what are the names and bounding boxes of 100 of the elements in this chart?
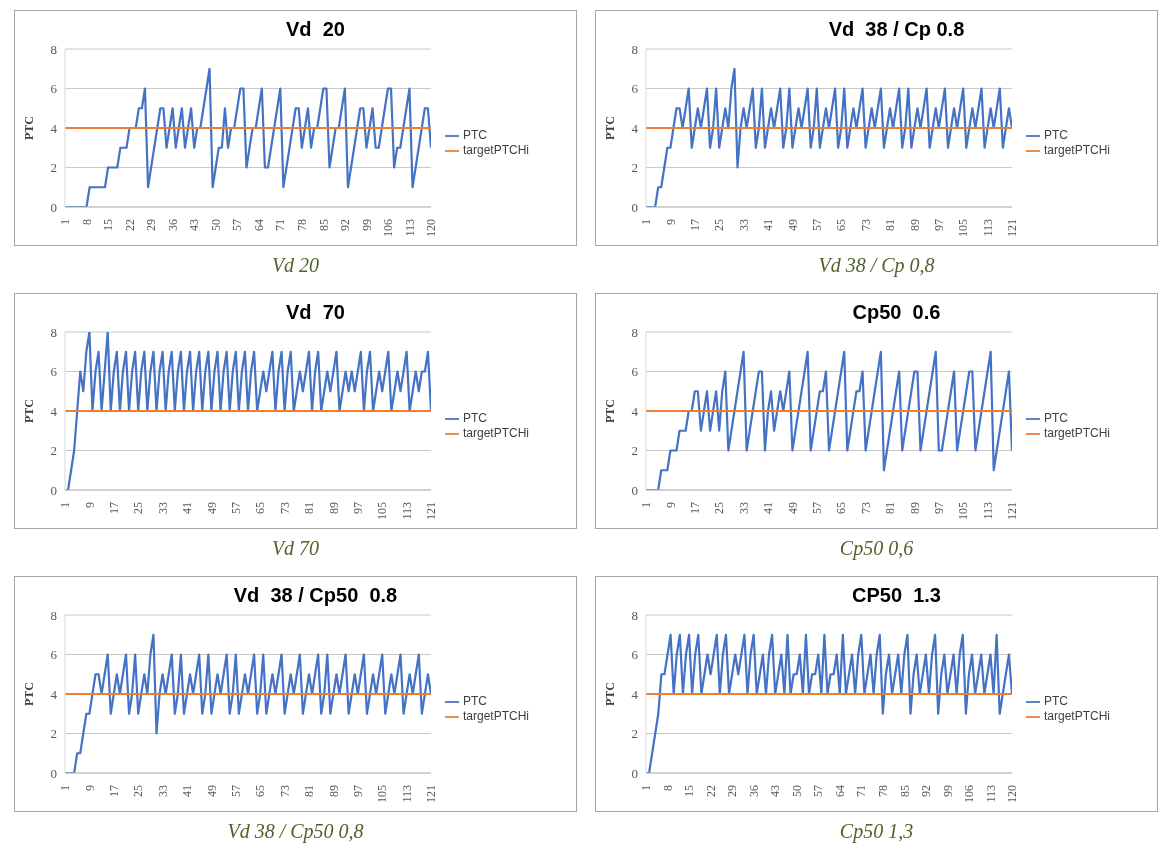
x-tick-label: 33 bbox=[736, 219, 751, 231]
x-tick-label: 49 bbox=[785, 502, 800, 514]
x-tick-label: 121 bbox=[1005, 502, 1020, 520]
y-axis-title: PTC bbox=[603, 682, 618, 706]
x-tick-label: 81 bbox=[883, 219, 898, 231]
chart-title: CP50 1.3 bbox=[851, 583, 942, 608]
y-tick-label: 8 bbox=[631, 41, 638, 57]
y-tick-label: 6 bbox=[50, 364, 58, 380]
x-tick-label: 57 bbox=[810, 219, 824, 231]
x-tick-label: 50 bbox=[208, 219, 223, 231]
y-tick-label: 4 bbox=[631, 403, 639, 419]
y-tick-label: 4 bbox=[631, 120, 639, 136]
y-axis-title: PTC bbox=[603, 116, 618, 140]
x-tick-label: 1 bbox=[639, 785, 654, 791]
x-tick-label: 17 bbox=[107, 785, 121, 797]
x-tick-label: 49 bbox=[204, 785, 219, 797]
x-tick-label: 9 bbox=[82, 785, 97, 791]
x-tick-label: 41 bbox=[761, 502, 776, 514]
y-tick-label: 2 bbox=[50, 726, 57, 742]
x-tick-label: 1 bbox=[639, 219, 654, 225]
x-tick-label: 73 bbox=[858, 219, 873, 231]
x-tick-label: 9 bbox=[82, 502, 97, 508]
x-tick-label: 65 bbox=[253, 502, 268, 514]
y-tick-label: 6 bbox=[50, 81, 58, 97]
x-tick-label: 121 bbox=[424, 785, 439, 803]
x-tick-label: 41 bbox=[180, 502, 195, 514]
y-tick-label: 8 bbox=[50, 324, 57, 340]
x-tick-label: 106 bbox=[962, 785, 977, 803]
y-tick-label: 4 bbox=[50, 403, 58, 419]
x-tick-label: 71 bbox=[273, 219, 288, 231]
x-tick-label: 43 bbox=[768, 785, 783, 797]
x-tick-label: 85 bbox=[316, 219, 331, 231]
x-tick-label: 65 bbox=[834, 219, 849, 231]
x-tick-label: 15 bbox=[101, 219, 116, 231]
chart-title: Vd 38 / Cp 0.8 bbox=[827, 17, 966, 42]
y-tick-label: 0 bbox=[631, 482, 638, 498]
text: Vd 38 / Cp 0,8 bbox=[817, 254, 936, 277]
x-tick-label: 22 bbox=[703, 785, 718, 797]
x-tick-label: 64 bbox=[832, 785, 847, 797]
x-tick-label: 92 bbox=[919, 785, 934, 797]
y-tick-label: 0 bbox=[50, 199, 57, 215]
x-tick-label: 9 bbox=[663, 502, 678, 508]
x-tick-label: 49 bbox=[204, 502, 219, 514]
x-tick-label: 33 bbox=[155, 785, 170, 797]
y-tick-label: 4 bbox=[631, 686, 639, 702]
x-tick-label: 113 bbox=[399, 785, 414, 803]
legend-label: PTC bbox=[463, 128, 487, 143]
x-tick-label: 1 bbox=[58, 502, 73, 508]
x-tick-label: 71 bbox=[854, 785, 869, 797]
x-tick-label: 121 bbox=[424, 502, 439, 520]
x-tick-label: 36 bbox=[165, 219, 180, 231]
legend-label: PTC bbox=[463, 694, 487, 709]
x-tick-label: 120 bbox=[424, 219, 439, 237]
x-tick-label: 33 bbox=[155, 502, 170, 514]
legend-label: targetPTCHi bbox=[463, 426, 530, 440]
x-tick-label: 78 bbox=[876, 785, 891, 797]
x-tick-label: 17 bbox=[688, 502, 702, 514]
y-tick-label: 8 bbox=[50, 41, 57, 57]
x-tick-label: 89 bbox=[907, 502, 922, 514]
x-tick-label: 97 bbox=[932, 219, 946, 231]
x-tick-label: 57 bbox=[811, 785, 826, 797]
legend-label: PTC bbox=[463, 411, 487, 426]
y-tick-label: 0 bbox=[631, 199, 638, 215]
x-tick-label: 36 bbox=[746, 785, 761, 797]
x-tick-label: 105 bbox=[956, 502, 971, 520]
x-tick-label: 97 bbox=[351, 785, 365, 797]
x-tick-label: 105 bbox=[375, 785, 390, 803]
legend-label: targetPTCHi bbox=[463, 143, 530, 157]
x-tick-label: 81 bbox=[883, 502, 898, 514]
x-tick-label: 89 bbox=[326, 785, 341, 797]
y-tick-label: 0 bbox=[50, 482, 57, 498]
text: Cp50 0,6 bbox=[838, 537, 915, 560]
chart-title: Vd 20 bbox=[285, 17, 346, 42]
x-tick-label: 92 bbox=[338, 219, 353, 231]
y-tick-label: 0 bbox=[631, 765, 638, 781]
x-tick-label: 1 bbox=[639, 502, 654, 508]
x-tick-label: 113 bbox=[980, 219, 995, 237]
x-tick-label: 1 bbox=[58, 785, 73, 791]
x-tick-label: 81 bbox=[302, 502, 317, 514]
x-tick-label: 78 bbox=[295, 219, 310, 231]
line-series bbox=[65, 332, 431, 490]
x-tick-label: 33 bbox=[736, 502, 751, 514]
x-tick-label: 41 bbox=[180, 785, 195, 797]
x-tick-label: 113 bbox=[399, 502, 414, 520]
x-tick-label: 22 bbox=[122, 219, 137, 231]
y-tick-label: 4 bbox=[50, 120, 58, 136]
y-tick-label: 2 bbox=[631, 726, 638, 742]
y-axis-title: PTC bbox=[22, 682, 37, 706]
legend-label: targetPTCHi bbox=[1044, 709, 1111, 723]
x-tick-label: 57 bbox=[230, 219, 245, 231]
text: Vd 20 bbox=[270, 254, 321, 277]
legend-label: PTC bbox=[1044, 411, 1068, 426]
x-tick-label: 89 bbox=[907, 219, 922, 231]
x-tick-label: 57 bbox=[229, 502, 243, 514]
chart-title: Vd 70 bbox=[285, 300, 346, 325]
x-tick-label: 29 bbox=[144, 219, 159, 231]
x-tick-label: 64 bbox=[251, 219, 266, 231]
y-tick-label: 6 bbox=[631, 364, 639, 380]
x-tick-label: 25 bbox=[131, 502, 146, 514]
x-tick-label: 73 bbox=[277, 785, 292, 797]
